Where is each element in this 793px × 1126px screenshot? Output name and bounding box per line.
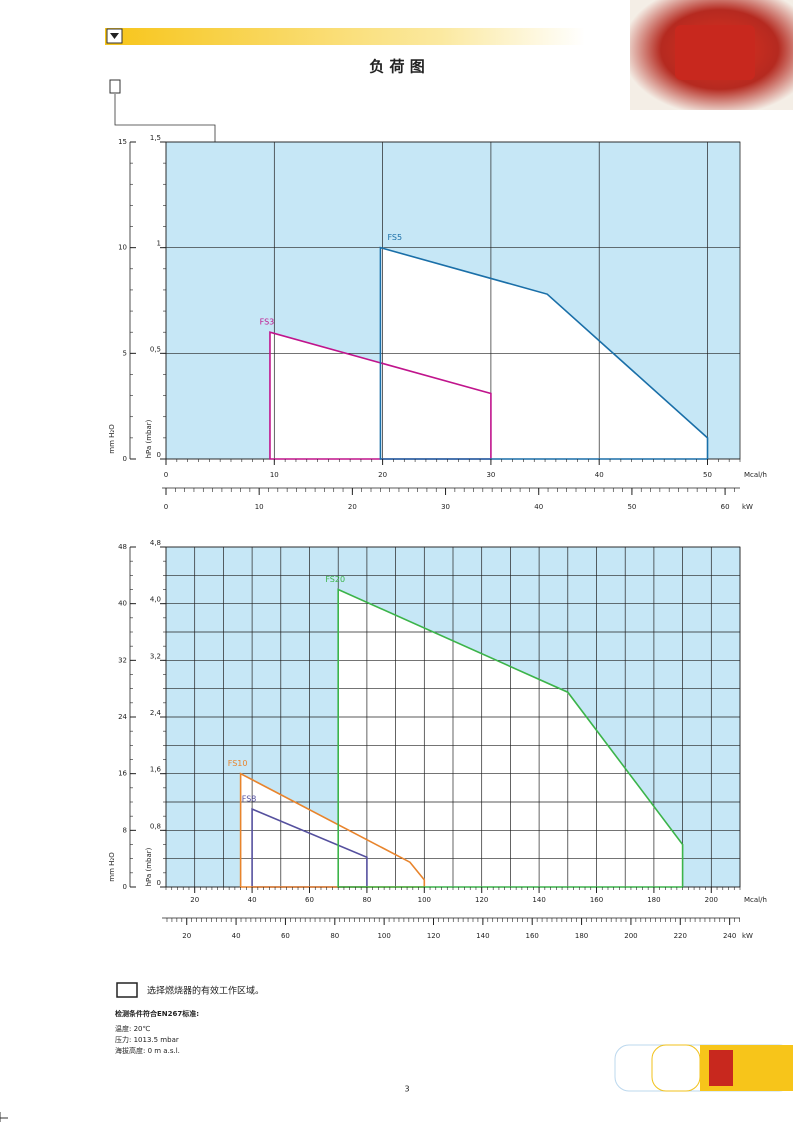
- x-tick-label: 50: [703, 471, 712, 479]
- y-tick-label: 1,5: [150, 134, 161, 142]
- x-tick-label: 40: [595, 471, 604, 479]
- x2-tick-label: 60: [721, 503, 730, 511]
- y-axis-label: hPa (mbar): [145, 847, 153, 886]
- x2-tick-label: 50: [627, 503, 636, 511]
- series-label: FS5: [387, 233, 402, 242]
- x-tick-label: 140: [532, 896, 545, 904]
- x-tick-label: 200: [705, 896, 718, 904]
- x-tick-label: 0: [164, 471, 168, 479]
- x-tick-label: 120: [475, 896, 488, 904]
- doc-icon: [109, 79, 121, 94]
- series-label: FS8: [242, 795, 257, 804]
- x2-tick-label: 220: [674, 932, 687, 940]
- series-label: FS3: [260, 318, 275, 327]
- x2-tick-label: 30: [441, 503, 450, 511]
- x-tick-label: 30: [486, 471, 495, 479]
- charts: FS3 FS5 0 0,5 1 1,5 0 5 10 15 hPa (mbar) mm H₂O 0 10 2…: [108, 134, 767, 940]
- x2-tick-label: 80: [330, 932, 339, 940]
- y2-tick-label: 15: [118, 138, 127, 146]
- header-bar: [105, 28, 585, 45]
- y2-tick-label: 0: [123, 883, 127, 891]
- x2-tick-label: 140: [476, 932, 489, 940]
- y2-tick-label: 16: [118, 770, 127, 778]
- y2-axis-label: mm H₂O: [108, 424, 116, 454]
- y2-axis-label: mm H₂O: [108, 852, 116, 882]
- x2-tick-label: 240: [723, 932, 736, 940]
- x-tick-label: 60: [305, 896, 314, 904]
- y-tick-label: 3,2: [150, 652, 161, 660]
- y-axis-label: hPa (mbar): [145, 419, 153, 458]
- x-tick-label: 20: [190, 896, 199, 904]
- x2-tick-label: 0: [164, 503, 168, 511]
- x2-tick-label: 160: [526, 932, 539, 940]
- x2-tick-label: 40: [232, 932, 241, 940]
- x2-tick-label: 20: [348, 503, 357, 511]
- y-tick-label: 0: [157, 879, 161, 887]
- y-tick-label: 1,6: [150, 766, 162, 774]
- y-tick-label: 1: [157, 240, 161, 248]
- crop-mark: [0, 1112, 8, 1122]
- y-tick-label: 4,8: [150, 539, 161, 547]
- x-tick-label: 100: [418, 896, 431, 904]
- x2-axis-unit: kW: [742, 503, 753, 511]
- legend-swatch: [116, 982, 138, 998]
- y2-tick-label: 32: [118, 656, 127, 664]
- conditions-title: 检测条件符合EN267标准:: [115, 1009, 199, 1018]
- legend-text: 选择燃烧器的有效工作区域。: [147, 985, 264, 997]
- y2-tick-label: 10: [118, 244, 127, 252]
- x-axis-unit: Mcal/h: [744, 896, 767, 904]
- x-axis-unit: Mcal/h: [744, 471, 767, 479]
- y-tick-label: 0,5: [150, 345, 161, 353]
- x2-tick-label: 20: [182, 932, 191, 940]
- page-number: 3: [404, 1085, 409, 1094]
- series-label: FS20: [325, 575, 345, 584]
- x2-tick-label: 100: [377, 932, 390, 940]
- logo-mark: [709, 1050, 733, 1086]
- y-tick-label: 4,0: [150, 596, 161, 604]
- arrow-icon: [110, 33, 119, 39]
- x2-axis-unit: kW: [742, 932, 753, 940]
- y2-tick-label: 0: [123, 455, 127, 463]
- condition: 海拔高度: 0 m a.s.l.: [115, 1046, 180, 1055]
- page-title: 负 荷 图: [369, 58, 424, 76]
- y2-tick-label: 24: [118, 713, 127, 721]
- area-outline: [379, 246, 709, 460]
- y2-tick-label: 48: [118, 543, 127, 551]
- x2-tick-label: 180: [575, 932, 588, 940]
- connector: [114, 94, 216, 142]
- burner-body: [675, 25, 755, 80]
- y2-tick-label: 40: [118, 600, 127, 608]
- y-tick-label: 2,4: [150, 709, 162, 717]
- x2-tick-label: 60: [281, 932, 290, 940]
- x-tick-label: 160: [590, 896, 603, 904]
- x2-tick-label: 120: [427, 932, 440, 940]
- x2-tick-label: 200: [624, 932, 637, 940]
- series-label: FS10: [228, 759, 248, 768]
- condition: 压力: 1013.5 mbar: [115, 1035, 179, 1044]
- x2-tick-label: 40: [534, 503, 543, 511]
- x2-tick-label: 10: [255, 503, 264, 511]
- x-tick-label: 40: [248, 896, 257, 904]
- x-tick-label: 20: [378, 471, 387, 479]
- x-tick-label: 180: [647, 896, 660, 904]
- y2-tick-label: 5: [123, 349, 127, 357]
- x-tick-label: 80: [362, 896, 371, 904]
- y2-tick-label: 8: [123, 826, 127, 834]
- y-tick-label: 0: [157, 451, 161, 459]
- condition: 温度: 20℃: [115, 1024, 150, 1033]
- x-tick-label: 10: [270, 471, 279, 479]
- y-tick-label: 0,8: [150, 822, 161, 830]
